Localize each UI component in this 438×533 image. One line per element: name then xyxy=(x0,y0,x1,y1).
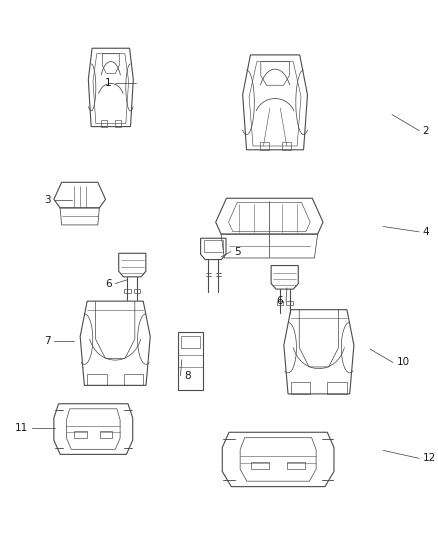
Text: 11: 11 xyxy=(15,423,28,433)
Text: 5: 5 xyxy=(234,247,241,256)
Text: 7: 7 xyxy=(44,336,50,346)
Text: 6: 6 xyxy=(276,296,283,306)
Text: 6: 6 xyxy=(105,279,112,288)
Text: 12: 12 xyxy=(423,454,436,463)
Text: 2: 2 xyxy=(423,126,429,135)
Text: 8: 8 xyxy=(184,371,191,381)
Text: 4: 4 xyxy=(423,227,429,237)
Text: 3: 3 xyxy=(44,195,50,205)
Text: 10: 10 xyxy=(396,358,410,367)
Text: 1: 1 xyxy=(105,78,112,87)
